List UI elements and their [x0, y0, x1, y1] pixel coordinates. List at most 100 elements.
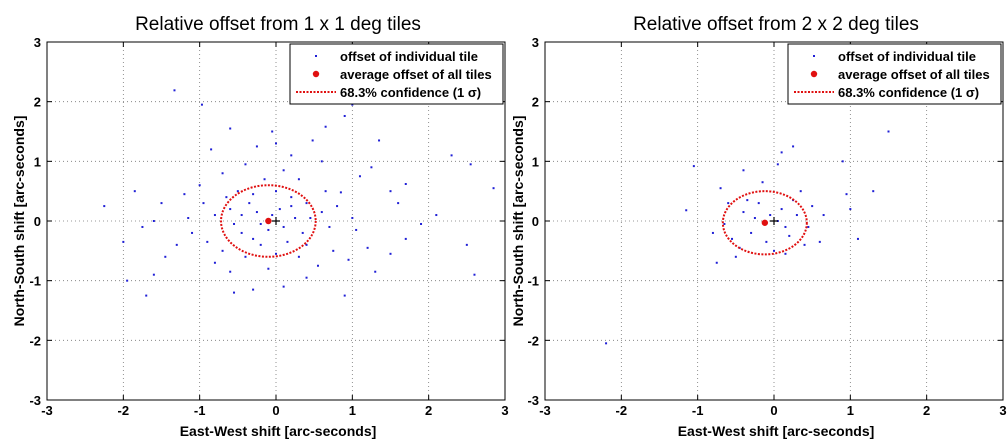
- left-data-point-79: [316, 264, 319, 267]
- left-x-tick-label-3: 0: [272, 403, 279, 418]
- left-data-point-35: [305, 276, 308, 279]
- right-data-point-21: [742, 211, 745, 214]
- right-y-tick-label-4: 1: [532, 154, 539, 169]
- left-y-tick-label-0: -3: [29, 393, 41, 408]
- left-data-point-4: [324, 125, 327, 128]
- left-data-point-60: [278, 208, 281, 211]
- right-y-axis-label: North-South shift [arc-seconds]: [510, 116, 526, 327]
- left-data-point-88: [324, 190, 327, 193]
- left-confidence-ellipse: [220, 184, 317, 258]
- left-y-tick-label-4: 1: [34, 154, 41, 169]
- left-data-point-86: [305, 243, 308, 246]
- left-data-point-26: [152, 220, 155, 222]
- left-data-point-37: [389, 252, 392, 255]
- left-data-point-31: [233, 291, 236, 294]
- right-data-point-25: [750, 231, 753, 234]
- left-legend: offset of individual tile average offset …: [289, 43, 504, 105]
- left-data-point-24: [160, 202, 163, 205]
- right-data-point-37: [746, 199, 749, 202]
- right-data-point-12: [685, 209, 688, 212]
- right-ticks: -3 -2 -1 0 1 2 3 -3 -2 -1 0 1 2 3: [527, 35, 1006, 418]
- right-y-tick-label-5: 2: [532, 95, 539, 110]
- right-data-point-41: [719, 187, 722, 190]
- right-scatter-panel: Relative offset from 2 x 2 deg tiles Nor…: [510, 14, 1007, 439]
- left-data-point-5: [343, 114, 346, 117]
- left-data-point-30: [145, 294, 148, 297]
- right-x-tick-label-4: 1: [847, 403, 854, 418]
- left-overlay: [220, 184, 317, 258]
- left-legend-point-swatch: [315, 55, 317, 57]
- left-data-point-38: [404, 237, 407, 240]
- left-data-point-52: [301, 231, 304, 234]
- left-data-point-69: [355, 228, 358, 231]
- left-x-tick-label-2: -1: [194, 403, 206, 418]
- left-data-point-46: [305, 202, 308, 205]
- right-data-point-7: [849, 208, 852, 211]
- left-data-point-63: [233, 222, 236, 225]
- left-data-point-87: [225, 196, 228, 199]
- left-data-point-44: [275, 190, 277, 193]
- right-data-point-22: [757, 202, 760, 205]
- left-data-point-55: [221, 249, 224, 252]
- right-data-point-35: [769, 214, 772, 217]
- left-data-point-32: [252, 288, 255, 291]
- left-data-point-73: [202, 202, 205, 205]
- left-data-point-22: [198, 184, 201, 187]
- left-data-point-84: [290, 205, 293, 208]
- left-x-tick-label-0: -3: [41, 403, 53, 418]
- left-data-point-14: [492, 187, 495, 190]
- left-y-axis-label: North-South shift [arc-seconds]: [11, 116, 27, 327]
- left-data-point-51: [286, 240, 289, 243]
- left-x-tick-label-1: -2: [118, 403, 130, 418]
- left-data-point-68: [351, 217, 354, 220]
- left-data-point-49: [240, 231, 243, 234]
- left-data-point-0: [173, 89, 176, 92]
- right-points: [605, 130, 890, 345]
- left-data-point-20: [244, 163, 247, 166]
- left-data-point-28: [152, 273, 155, 276]
- right-data-point-23: [780, 208, 783, 211]
- left-data-point-47: [229, 208, 232, 211]
- left-data-point-23: [183, 193, 186, 196]
- left-data-point-98: [275, 142, 277, 145]
- right-data-point-20: [727, 202, 730, 205]
- right-data-point-39: [731, 237, 734, 240]
- left-data-point-89: [397, 202, 400, 205]
- right-legend-label-2: 68.3% confidence (1 σ): [838, 85, 979, 100]
- left-points: [103, 89, 495, 297]
- left-data-point-77: [229, 270, 232, 273]
- left-data-point-81: [259, 222, 262, 225]
- left-data-point-39: [366, 246, 369, 249]
- left-y-tick-label-1: -2: [29, 333, 41, 348]
- left-origin-cross-marker: [272, 217, 280, 225]
- left-data-point-48: [213, 214, 216, 217]
- right-y-tick-label-2: -1: [527, 274, 539, 289]
- right-data-point-29: [773, 249, 775, 252]
- right-data-point-40: [605, 342, 608, 345]
- left-ticks: -3 -2 -1 0 1 2 3 -3 -2 -1 0 1 2 3: [29, 35, 508, 418]
- right-legend-label-1: average offset of all tiles: [838, 67, 990, 82]
- left-data-point-82: [282, 225, 285, 228]
- right-data-point-17: [803, 243, 806, 246]
- left-data-point-29: [126, 279, 129, 282]
- left-data-point-50: [259, 243, 262, 246]
- left-data-point-93: [213, 261, 216, 264]
- left-y-tick-label-6: 3: [34, 35, 41, 50]
- left-data-point-16: [358, 175, 361, 178]
- left-data-point-25: [103, 205, 106, 208]
- right-x-tick-label-3: 0: [770, 403, 777, 418]
- left-data-point-91: [435, 214, 438, 217]
- left-data-point-58: [297, 255, 300, 258]
- right-x-tick-label-2: -1: [692, 403, 704, 418]
- left-data-point-76: [297, 178, 300, 181]
- right-x-axis-label: East-West shift [arc-seconds]: [678, 423, 875, 439]
- right-x-tick-label-1: -2: [616, 403, 628, 418]
- right-y-tick-label-0: -3: [527, 393, 539, 408]
- left-data-point-18: [404, 183, 407, 186]
- left-data-point-70: [191, 231, 194, 234]
- left-scatter-panel: Relative offset from 1 x 1 deg tiles Nor…: [11, 14, 509, 439]
- left-data-point-17: [389, 190, 392, 193]
- right-data-point-4: [841, 160, 844, 163]
- left-data-point-97: [133, 190, 136, 193]
- left-data-point-13: [469, 163, 472, 166]
